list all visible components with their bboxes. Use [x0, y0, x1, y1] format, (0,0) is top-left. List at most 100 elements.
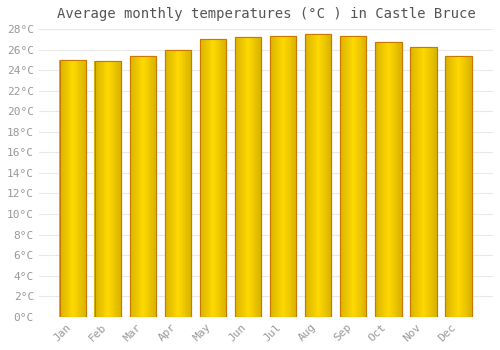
Bar [340, 36, 366, 317]
Bar [104, 61, 105, 317]
Bar [120, 61, 121, 317]
Bar [270, 36, 296, 317]
Bar [246, 37, 248, 317]
Bar [460, 56, 462, 317]
Bar [294, 36, 296, 317]
Bar [104, 61, 106, 317]
Bar [182, 50, 184, 317]
Bar [130, 56, 156, 317]
Bar [166, 50, 168, 317]
Bar [432, 47, 433, 317]
Bar [212, 39, 214, 317]
Bar [412, 47, 414, 317]
Bar [242, 37, 243, 317]
Bar [174, 50, 175, 317]
Bar [356, 36, 358, 317]
Bar [241, 37, 242, 317]
Bar [386, 42, 388, 317]
Bar [65, 60, 66, 317]
Bar [392, 42, 394, 317]
Bar [180, 50, 181, 317]
Bar [412, 47, 413, 317]
Bar [306, 34, 307, 317]
Bar [210, 39, 211, 317]
Bar [316, 34, 317, 317]
Bar [359, 36, 360, 317]
Bar [148, 56, 149, 317]
Bar [426, 47, 428, 317]
Bar [110, 61, 111, 317]
Bar [456, 56, 457, 317]
Bar [82, 60, 84, 317]
Bar [350, 36, 352, 317]
Bar [216, 39, 217, 317]
Bar [396, 42, 398, 317]
Bar [208, 39, 209, 317]
Bar [210, 39, 212, 317]
Bar [60, 60, 86, 317]
Bar [388, 42, 390, 317]
Bar [188, 50, 190, 317]
Bar [218, 39, 220, 317]
Bar [78, 60, 79, 317]
Title: Average monthly temperatures (°C ) in Castle Bruce: Average monthly temperatures (°C ) in Ca… [56, 7, 476, 21]
Bar [422, 47, 424, 317]
Bar [346, 36, 348, 317]
Bar [118, 61, 120, 317]
Bar [324, 34, 326, 317]
Bar [342, 36, 343, 317]
Bar [305, 34, 332, 317]
Bar [275, 36, 276, 317]
Bar [471, 56, 472, 317]
Bar [313, 34, 314, 317]
Bar [354, 36, 356, 317]
Bar [187, 50, 188, 317]
Bar [191, 50, 192, 317]
Bar [220, 39, 221, 317]
Bar [446, 56, 447, 317]
Bar [73, 60, 74, 317]
Bar [466, 56, 467, 317]
Bar [250, 37, 252, 317]
Bar [249, 37, 250, 317]
Bar [75, 60, 76, 317]
Bar [244, 37, 246, 317]
Bar [394, 42, 395, 317]
Bar [398, 42, 400, 317]
Bar [176, 50, 178, 317]
Bar [378, 42, 380, 317]
Bar [190, 50, 191, 317]
Bar [465, 56, 466, 317]
Bar [155, 56, 156, 317]
Bar [357, 36, 358, 317]
Bar [452, 56, 454, 317]
Bar [326, 34, 327, 317]
Bar [381, 42, 382, 317]
Bar [189, 50, 190, 317]
Bar [172, 50, 174, 317]
Bar [456, 56, 458, 317]
Bar [119, 61, 120, 317]
Bar [276, 36, 278, 317]
Bar [384, 42, 385, 317]
Bar [165, 50, 192, 317]
Bar [206, 39, 207, 317]
Bar [217, 39, 218, 317]
Bar [99, 61, 100, 317]
Bar [172, 50, 173, 317]
Bar [130, 56, 132, 317]
Bar [213, 39, 214, 317]
Bar [112, 61, 114, 317]
Bar [410, 47, 436, 317]
Bar [395, 42, 396, 317]
Bar [252, 37, 253, 317]
Bar [446, 56, 471, 317]
Bar [136, 56, 137, 317]
Bar [142, 56, 144, 317]
Bar [280, 36, 281, 317]
Bar [270, 36, 296, 317]
Bar [314, 34, 315, 317]
Bar [340, 36, 366, 317]
Bar [383, 42, 384, 317]
Bar [306, 34, 308, 317]
